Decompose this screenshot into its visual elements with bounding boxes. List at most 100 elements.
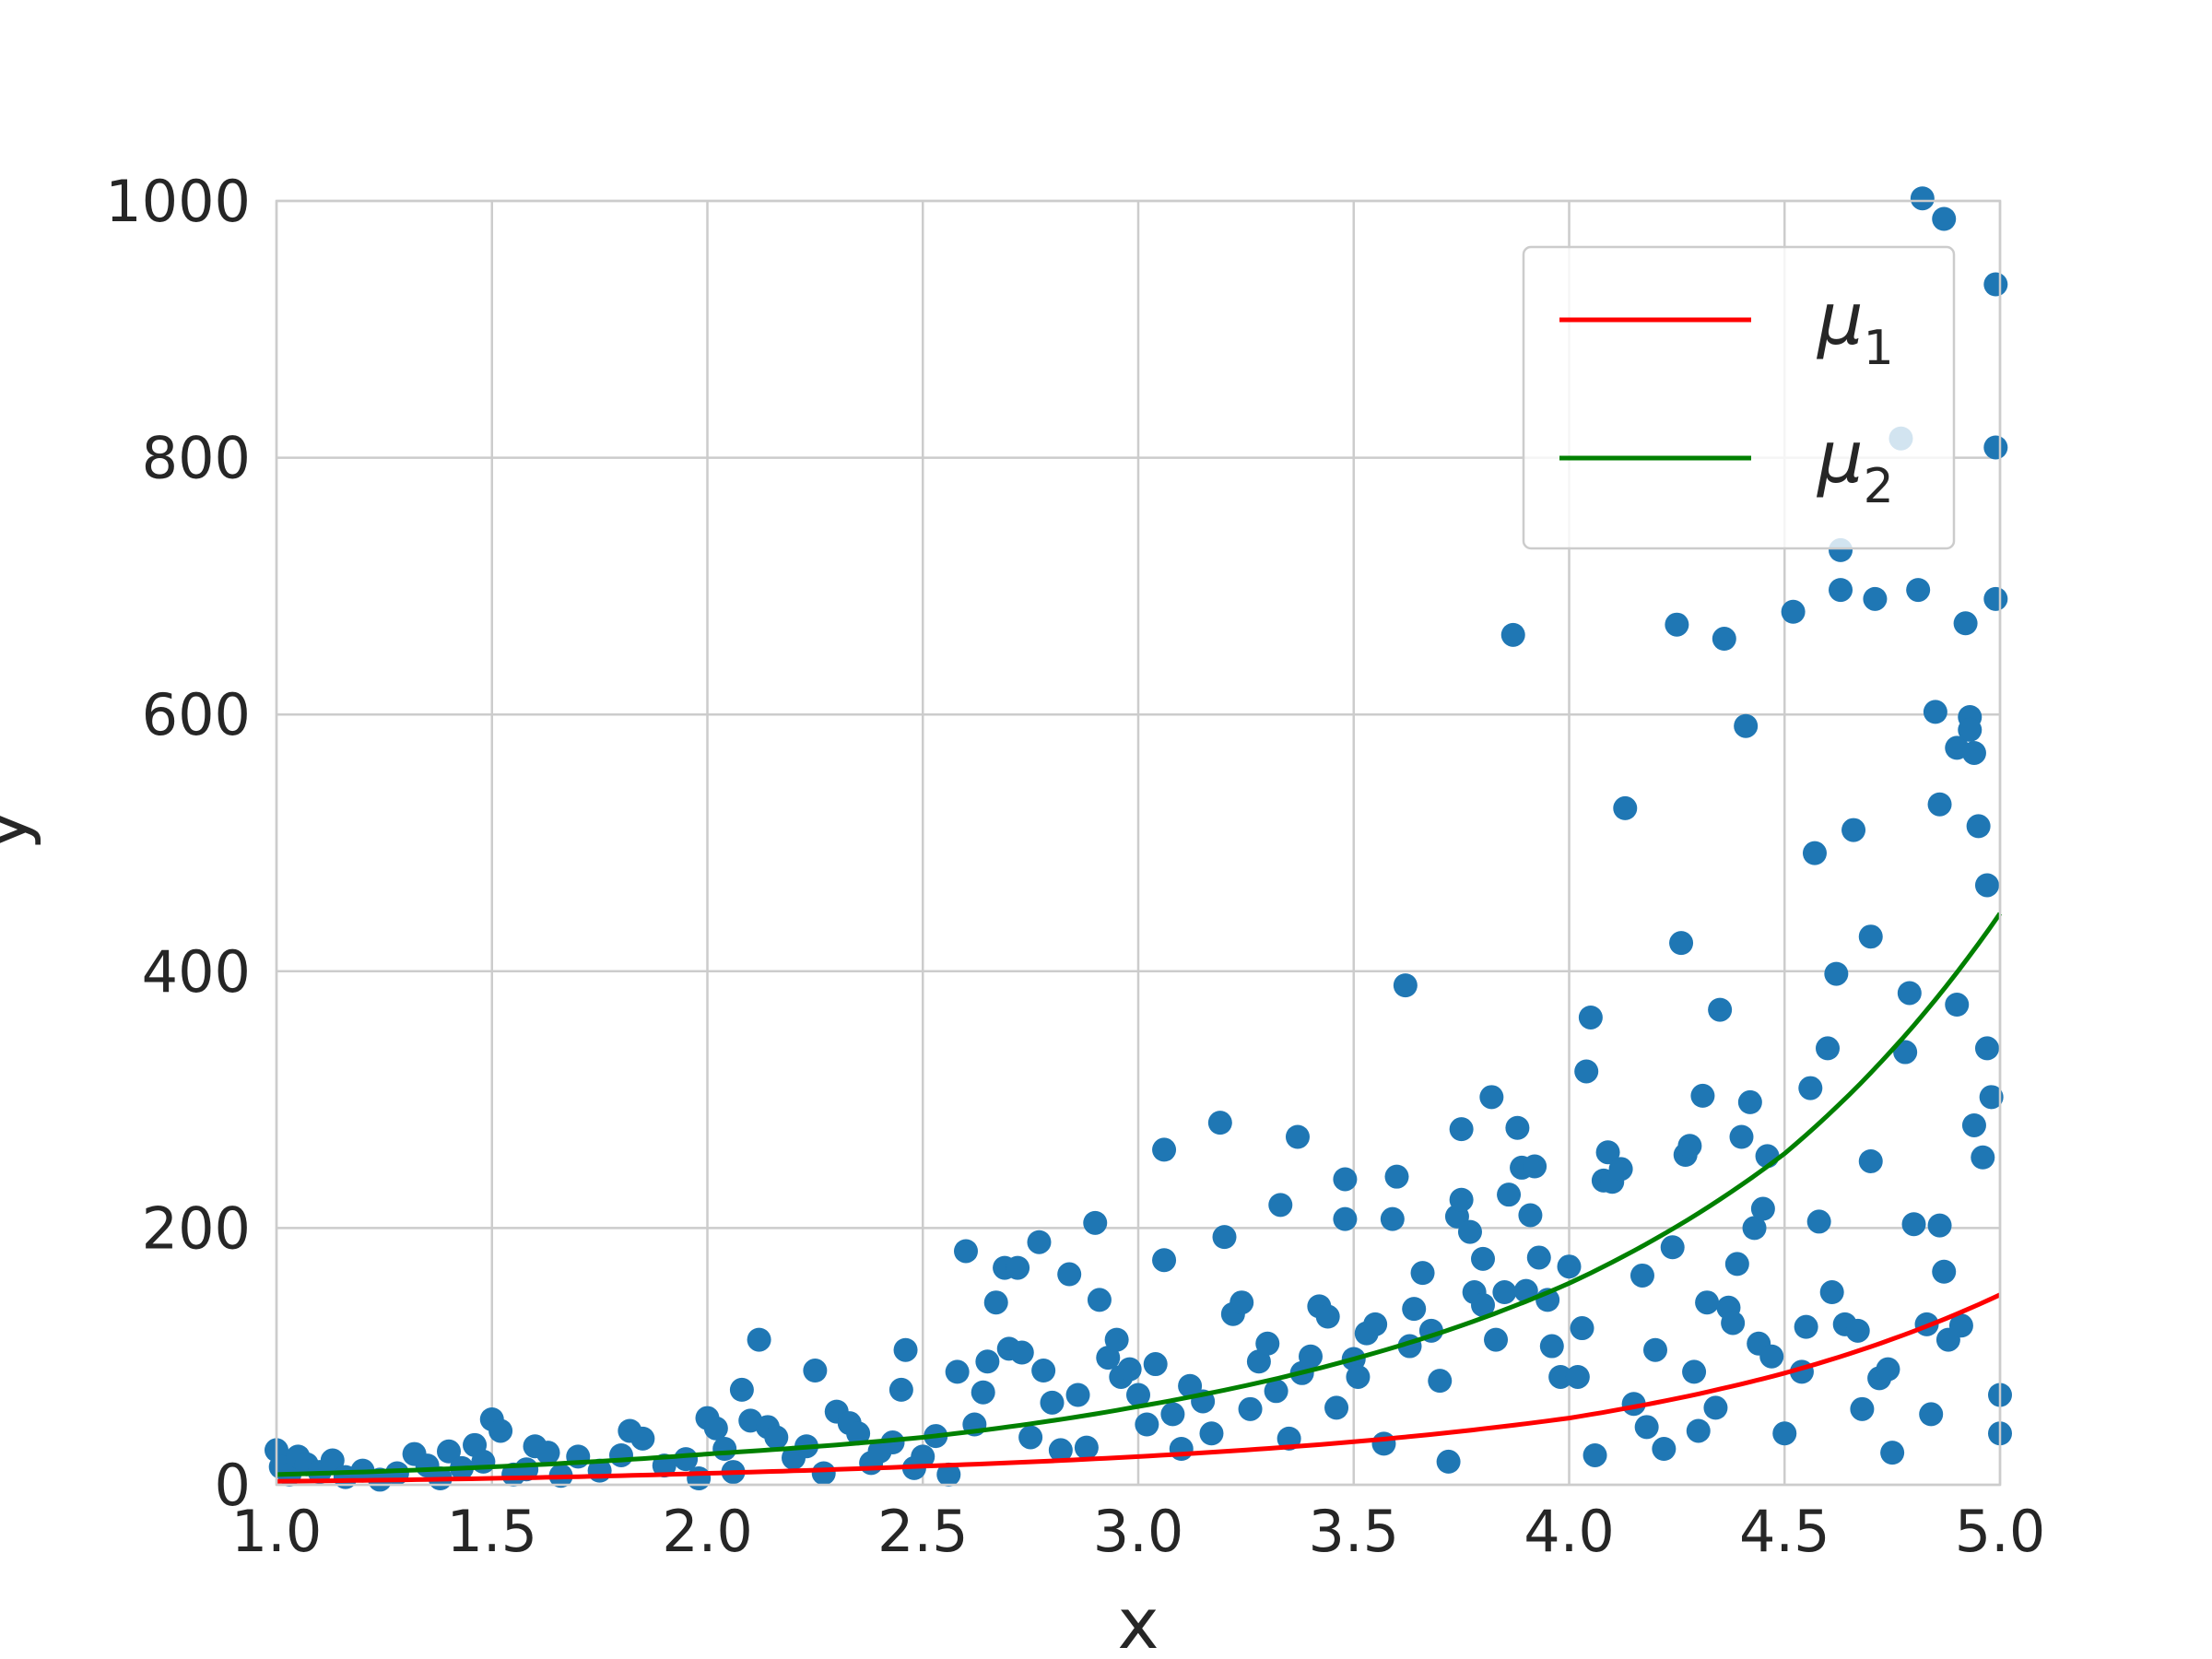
scatter-point <box>1199 1421 1224 1446</box>
scatter-point <box>764 1425 789 1450</box>
scatter-point <box>1518 1203 1543 1228</box>
scatter-point <box>1682 1359 1707 1384</box>
scatter-point <box>1264 1379 1288 1404</box>
scatter-point <box>1948 1313 1973 1338</box>
scatter-point <box>1255 1331 1280 1356</box>
scatter-point <box>1539 1334 1564 1359</box>
scatter-point <box>1497 1182 1522 1207</box>
scatter-point <box>1729 1124 1754 1149</box>
scatter-point <box>1238 1396 1263 1421</box>
x-tick-label: 4.0 <box>1524 1498 1615 1565</box>
scatter-point <box>1009 1340 1034 1365</box>
scatter-point <box>1117 1357 1142 1382</box>
scatter-point <box>803 1359 828 1383</box>
scatter-point <box>1974 1036 1999 1061</box>
scatter-point <box>1040 1390 1065 1415</box>
scatter-point <box>1742 1216 1767 1241</box>
scatter-point <box>1660 1235 1685 1260</box>
plot-frame <box>275 199 2002 1487</box>
scatter-point <box>1523 1154 1547 1179</box>
scatter-point <box>1152 1137 1177 1162</box>
scatter-point <box>811 1461 836 1486</box>
scatter-point <box>1712 627 1736 652</box>
mu2-line <box>276 912 2003 1477</box>
scatter-point <box>1708 997 1733 1022</box>
scatter-point <box>1893 1040 1918 1065</box>
scatter-point <box>1669 931 1694 956</box>
scatter-point <box>1393 973 1418 998</box>
scatter-point <box>888 1377 913 1402</box>
x-tick-label: 3.5 <box>1308 1498 1399 1565</box>
scatter-point <box>1695 1290 1720 1315</box>
scatter-point <box>1471 1246 1495 1271</box>
y-tick-label: 200 <box>142 1194 251 1262</box>
scatter-point <box>1841 818 1866 842</box>
scatter-point <box>1595 1140 1620 1165</box>
scatter-point <box>936 1462 961 1487</box>
legend: μ1 μ2 <box>1522 245 1956 550</box>
scatter-point <box>1484 1327 1509 1352</box>
scatter-point <box>1863 586 1888 611</box>
y-ticks: 0 200 400 600 800 1000 <box>105 168 251 1519</box>
x-tick-label: 5.0 <box>1955 1498 2046 1565</box>
scatter-point <box>1798 1076 1823 1100</box>
scatter-point <box>1932 1259 1957 1284</box>
scatter-point <box>687 1466 712 1491</box>
scatter-point <box>1901 1212 1926 1237</box>
scatter-point <box>1526 1245 1551 1270</box>
scatter-point <box>1333 1167 1358 1192</box>
scatter-point <box>1923 700 1947 724</box>
scatter-point <box>1845 1318 1870 1343</box>
scatter-point <box>1363 1312 1388 1336</box>
legend-mu2-subscript: 2 <box>1864 459 1894 514</box>
scatter-point <box>1945 993 1970 1018</box>
scatter-point <box>1613 795 1638 820</box>
scatter-point <box>1160 1402 1185 1427</box>
scatter-point <box>1734 713 1759 738</box>
scatter-point <box>1802 841 1827 865</box>
scatter-point <box>712 1436 737 1461</box>
legend-mu2-symbol: μ <box>1816 417 1864 500</box>
scatter-point <box>535 1441 560 1465</box>
scatter-point <box>1083 1210 1108 1235</box>
scatter-point <box>1858 924 1883 949</box>
scatter-point <box>1983 435 2008 460</box>
scatter-point <box>1983 586 2008 611</box>
scatter-point <box>1500 622 1525 647</box>
scatter-point <box>630 1426 655 1451</box>
x-tick-label: 1.5 <box>446 1498 537 1565</box>
scatter-point <box>1958 717 1983 742</box>
scatter-point <box>1087 1288 1112 1312</box>
scatter-point <box>1858 1148 1883 1173</box>
scatter-point <box>437 1439 461 1464</box>
scatter-point <box>1065 1382 1090 1407</box>
scatter-point <box>846 1421 871 1446</box>
x-axis-label: x <box>1118 1583 1159 1659</box>
scatter-point <box>1703 1395 1728 1420</box>
scatter-point <box>1971 1145 1995 1170</box>
x-tick-label: 3.0 <box>1093 1498 1184 1565</box>
scatter-point <box>975 1349 1000 1374</box>
scatter-point <box>1371 1431 1396 1456</box>
scatter-point <box>1574 1059 1599 1084</box>
line-series <box>276 912 2003 1484</box>
scatter-point <box>1829 578 1853 603</box>
scatter-point <box>1031 1359 1056 1383</box>
scatter-point <box>1212 1225 1237 1250</box>
scatter-point <box>1910 186 1935 211</box>
scatter-point <box>1436 1449 1461 1474</box>
scatter-point <box>471 1449 496 1474</box>
x-ticks: 1.0 1.5 2.0 2.5 3.0 3.5 4.0 4.5 5.0 <box>231 1498 2046 1565</box>
scatter-point <box>1268 1193 1293 1218</box>
scatter-point <box>945 1359 970 1384</box>
scatter-point <box>1974 873 1999 898</box>
scatter-point <box>1152 1248 1177 1273</box>
x-tick-label: 4.5 <box>1739 1498 1830 1565</box>
scatter-point <box>1285 1124 1310 1149</box>
scatter-point <box>488 1418 513 1443</box>
scatter-point <box>1578 1005 1603 1030</box>
scatter-point <box>1794 1314 1818 1339</box>
scatter-point <box>609 1442 633 1467</box>
scatter-point <box>1230 1290 1254 1315</box>
scatter-point <box>1979 1085 2004 1110</box>
